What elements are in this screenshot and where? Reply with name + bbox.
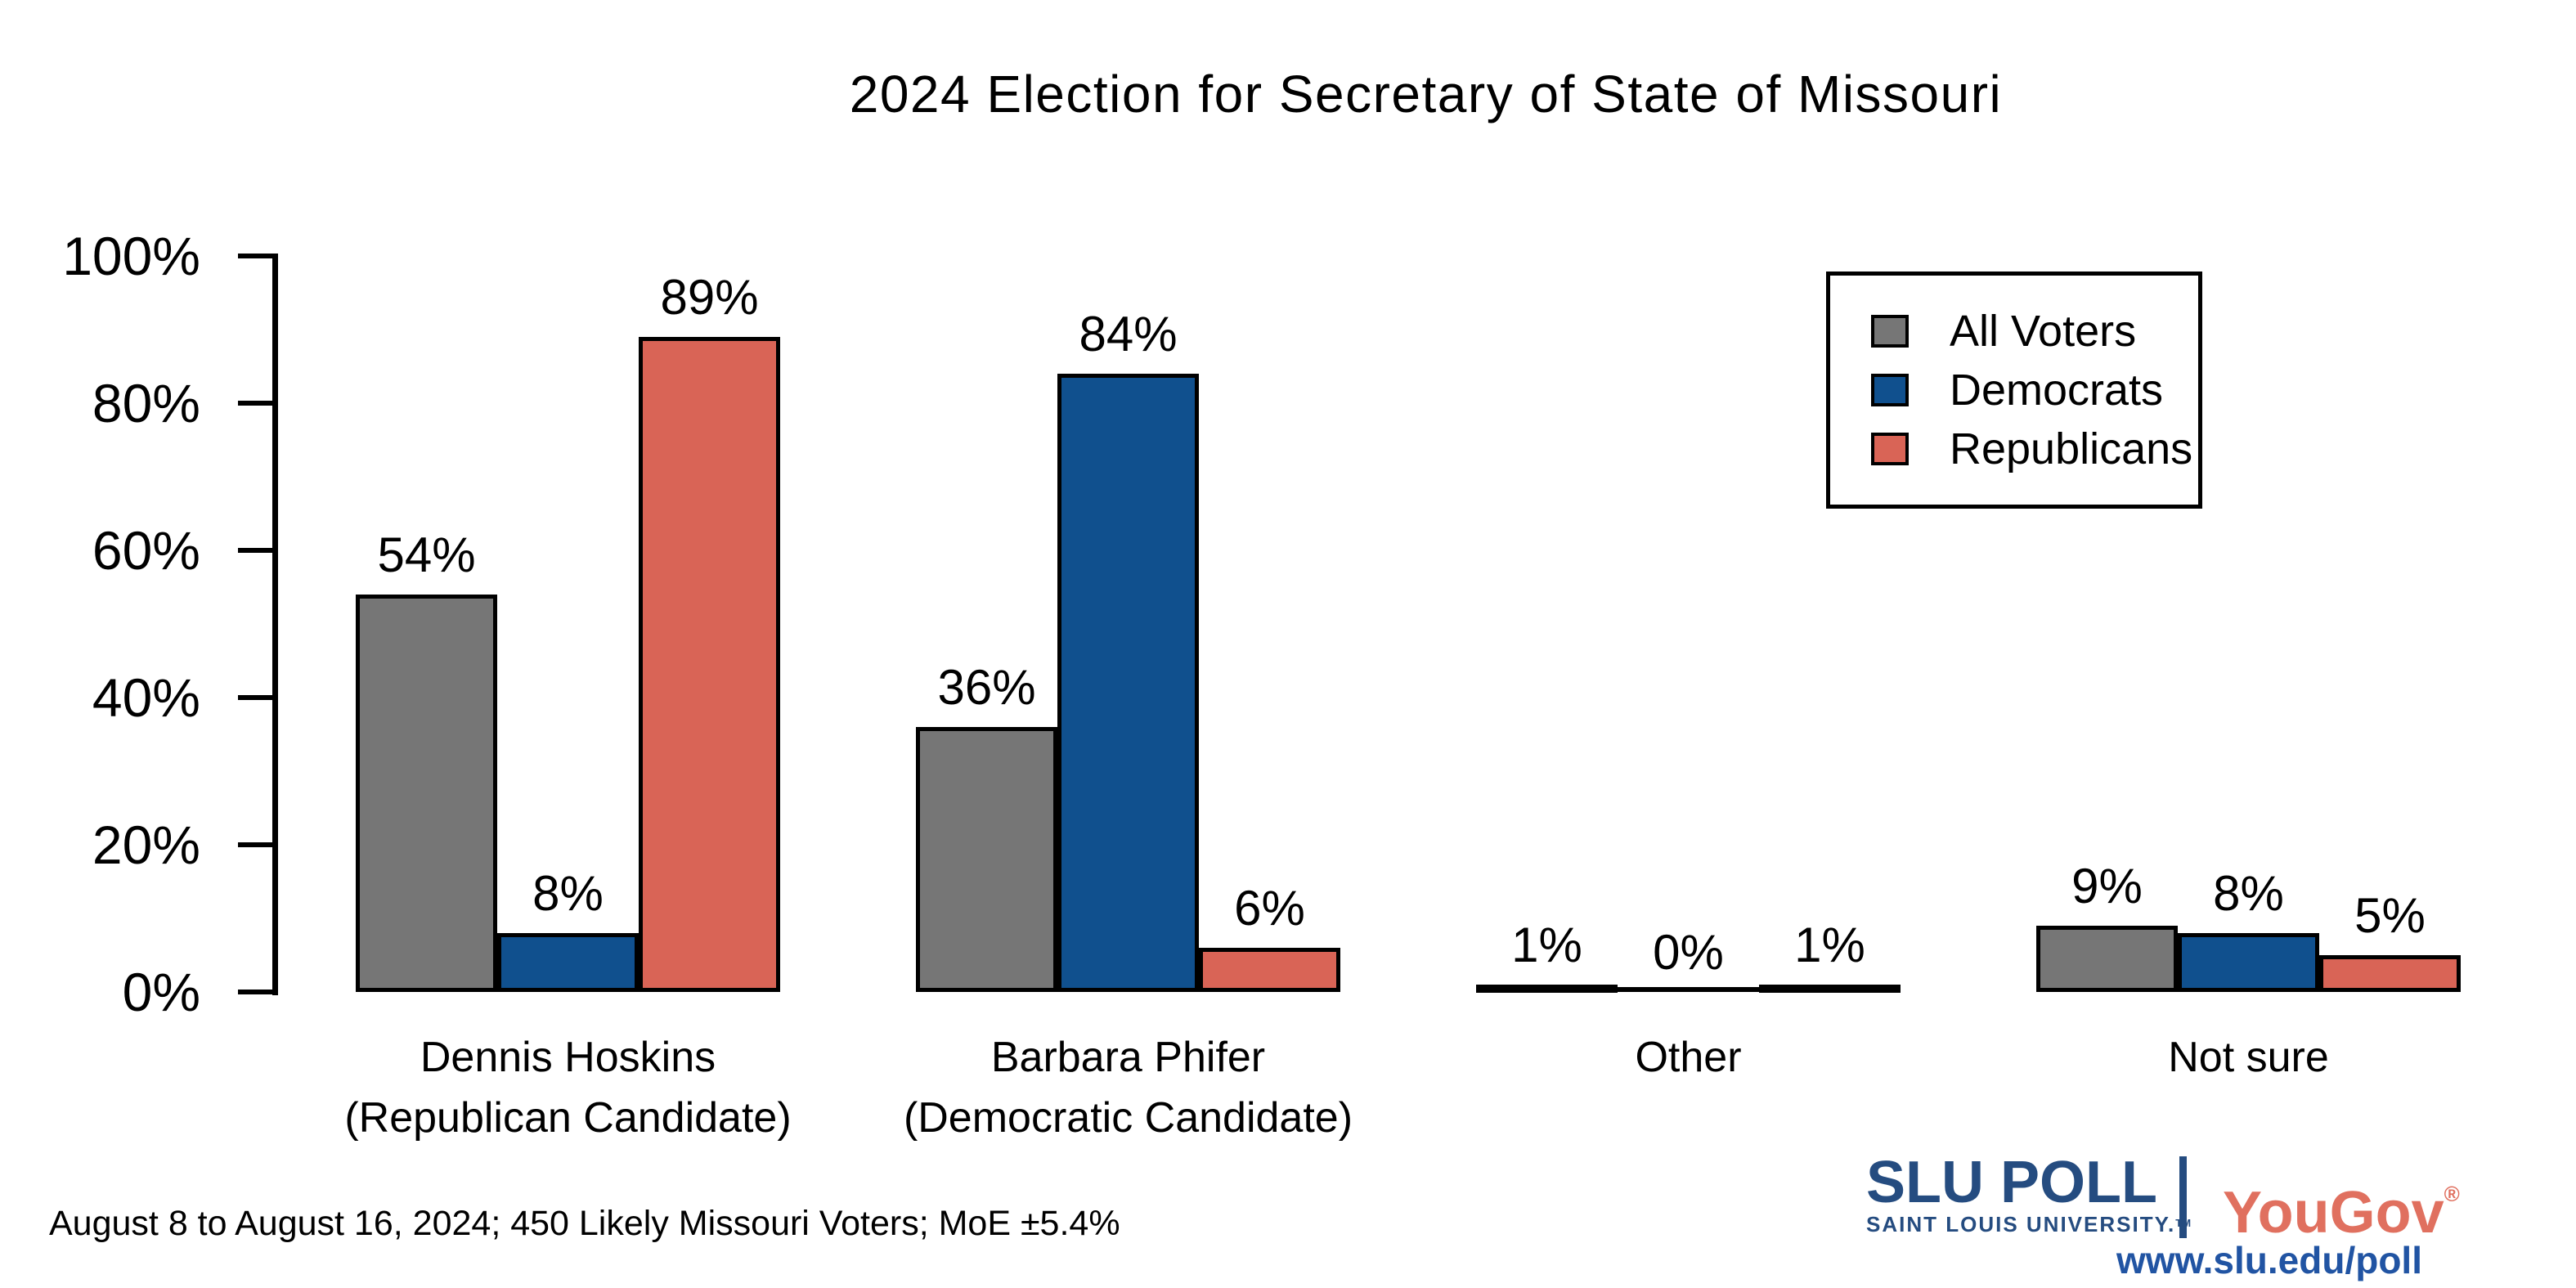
bar-republicans-3	[2319, 955, 2461, 992]
y-tick-label: 20%	[92, 815, 200, 875]
bar-all-voters-1	[916, 727, 1057, 992]
y-axis-line	[272, 254, 278, 995]
x-axis-label-line: (Republican Candidate)	[344, 1094, 792, 1142]
bar-all-voters-3	[2036, 926, 2178, 992]
registered-mark: ®	[2444, 1182, 2460, 1206]
slu-poll-logo: SLU POLL	[1866, 1151, 2157, 1214]
legend-swatch	[1871, 315, 1909, 348]
slu-poll-url: www.slu.edu/poll	[2116, 1239, 2422, 1281]
value-label: 1%	[1511, 918, 1582, 972]
value-label: 8%	[2213, 866, 2284, 921]
yougov-logo: YouGov®	[2223, 1180, 2460, 1245]
y-tick-label: 40%	[92, 667, 200, 728]
y-tick	[238, 695, 276, 700]
y-tick	[238, 842, 276, 847]
x-axis-label-line: Dennis Hoskins	[420, 1034, 716, 1081]
bar-republicans-1	[1199, 948, 1340, 992]
bar-republicans-0	[639, 337, 780, 992]
logo-divider	[2179, 1156, 2187, 1238]
slu-poll-text: SLU POLL	[1866, 1150, 2157, 1215]
x-axis-label-line: (Democratic Candidate)	[903, 1094, 1353, 1142]
value-label: 1%	[1794, 918, 1865, 972]
value-label: 6%	[1234, 881, 1305, 936]
y-tick	[238, 990, 276, 994]
x-axis-label: Not sure	[1967, 1027, 2530, 1088]
slu-university-text: SAINT LOUIS UNIVERSITY.TM	[1866, 1212, 2192, 1236]
value-label: 54%	[377, 527, 476, 582]
bar-all-voters-0	[356, 595, 497, 992]
bar-democrats-2	[1618, 987, 1759, 992]
x-axis-label: Other	[1407, 1027, 1970, 1088]
x-axis-label: Dennis Hoskins (Republican Candidate)	[286, 1027, 850, 1148]
value-label: 89%	[660, 270, 759, 325]
y-tick	[238, 548, 276, 553]
chart-title: 2024 Election for Secretary of State of …	[849, 65, 2003, 123]
bar-all-voters-2	[1476, 985, 1618, 993]
legend-label: All Voters	[1950, 307, 2137, 356]
y-tick	[238, 401, 276, 406]
legend-item: Republicans	[1871, 424, 2198, 473]
trademark-mark: TM	[2175, 1217, 2192, 1229]
legend-swatch	[1871, 433, 1909, 465]
legend-label: Republicans	[1950, 424, 2193, 473]
value-label: 9%	[2071, 859, 2143, 913]
methodology-note: August 8 to August 16, 2024; 450 Likely …	[49, 1204, 1120, 1243]
value-label: 36%	[937, 660, 1036, 715]
legend-item: All Voters	[1871, 307, 2198, 356]
bar-democrats-3	[2178, 933, 2319, 992]
bar-democrats-0	[497, 933, 639, 992]
x-axis-label-line: Other	[1635, 1034, 1742, 1081]
legend: All Voters Democrats Republicans	[1826, 272, 2202, 509]
bar-democrats-1	[1057, 374, 1199, 992]
bar-republicans-2	[1759, 985, 1901, 993]
y-tick-label: 80%	[92, 373, 200, 433]
y-tick-label: 0%	[122, 962, 200, 1022]
value-label: 84%	[1079, 307, 1178, 361]
y-tick-label: 100%	[62, 226, 200, 286]
x-axis-label: Barbara Phifer (Democratic Candidate)	[846, 1027, 1410, 1148]
value-label: 8%	[532, 866, 604, 921]
value-label: 5%	[2354, 888, 2426, 943]
y-tick	[238, 254, 276, 258]
legend-item: Democrats	[1871, 366, 2198, 415]
legend-label: Democrats	[1950, 366, 2164, 415]
value-label: 0%	[1653, 925, 1724, 980]
x-axis-label-line: Not sure	[2168, 1034, 2329, 1081]
legend-swatch	[1871, 374, 1909, 406]
y-tick-label: 60%	[92, 520, 200, 581]
x-axis-label-line: Barbara Phifer	[990, 1034, 1266, 1081]
